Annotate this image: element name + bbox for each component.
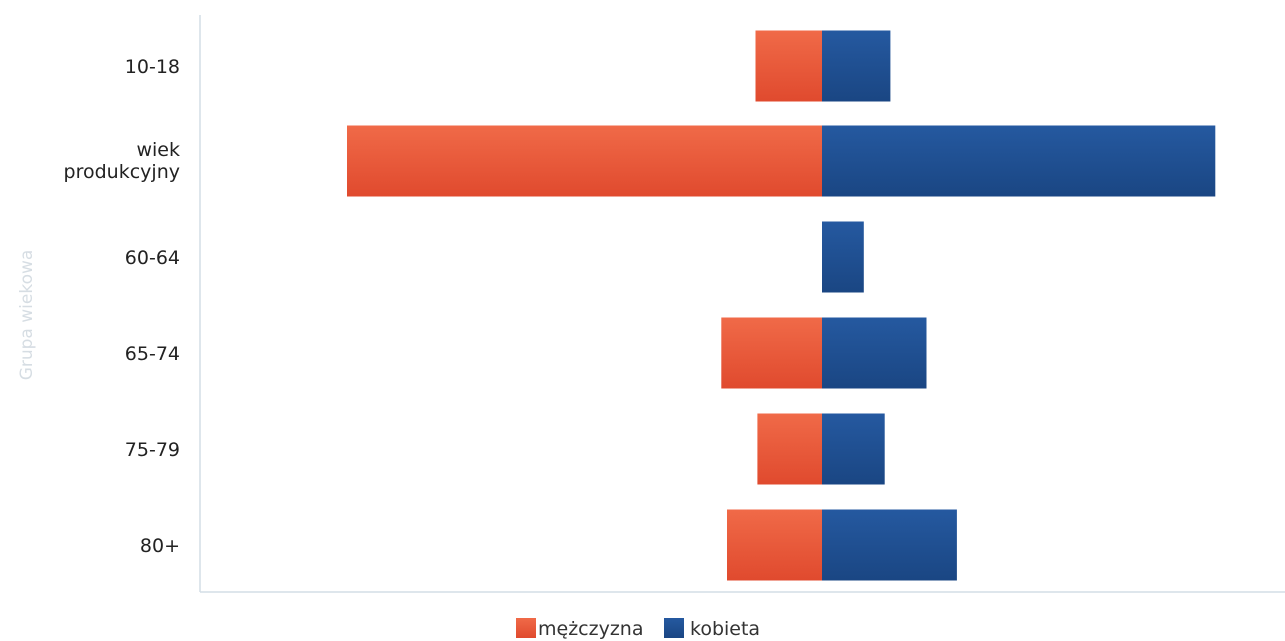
bar-kobieta-60-64 <box>822 221 864 293</box>
legend-label-kobieta: kobieta <box>690 618 760 640</box>
bar-mezczyzna-80 <box>727 509 822 581</box>
bar-kobieta-wiek-produkcyjny <box>822 125 1216 197</box>
bar-mezczyzna-10-18 <box>755 30 822 102</box>
axes <box>199 15 1285 593</box>
category-label-10-18: 10-18 <box>125 56 180 78</box>
category-labels: 10-18 wiek produkcyjny 60-64 65-74 75-79 80+ <box>64 56 180 557</box>
legend-label-mezczyzna: mężczyzna <box>538 618 644 640</box>
category-label-wiek-produkcyjny: wiek produkcyjny <box>64 139 180 183</box>
category-label-75-79: 75-79 <box>125 439 180 461</box>
legend-swatch-mezczyzna <box>516 618 536 638</box>
category-label-80: 80+ <box>140 535 180 557</box>
category-label-65-74: 65-74 <box>125 343 180 365</box>
bar-kobieta-65-74 <box>822 317 927 389</box>
bars <box>347 30 1216 581</box>
bar-mezczyzna-75-79 <box>757 413 822 485</box>
bar-kobieta-80 <box>822 509 957 581</box>
bar-kobieta-10-18 <box>822 30 891 102</box>
legend-swatch-kobieta <box>664 618 684 638</box>
category-label-60-64: 60-64 <box>125 247 180 269</box>
y-axis-title: Grupa wiekowa <box>17 250 37 381</box>
bar-kobieta-75-79 <box>822 413 885 485</box>
bar-mezczyzna-wiek-produkcyjny <box>347 125 822 197</box>
legend: mężczyzna kobieta <box>516 618 760 640</box>
bar-mezczyzna-65-74 <box>721 317 822 389</box>
